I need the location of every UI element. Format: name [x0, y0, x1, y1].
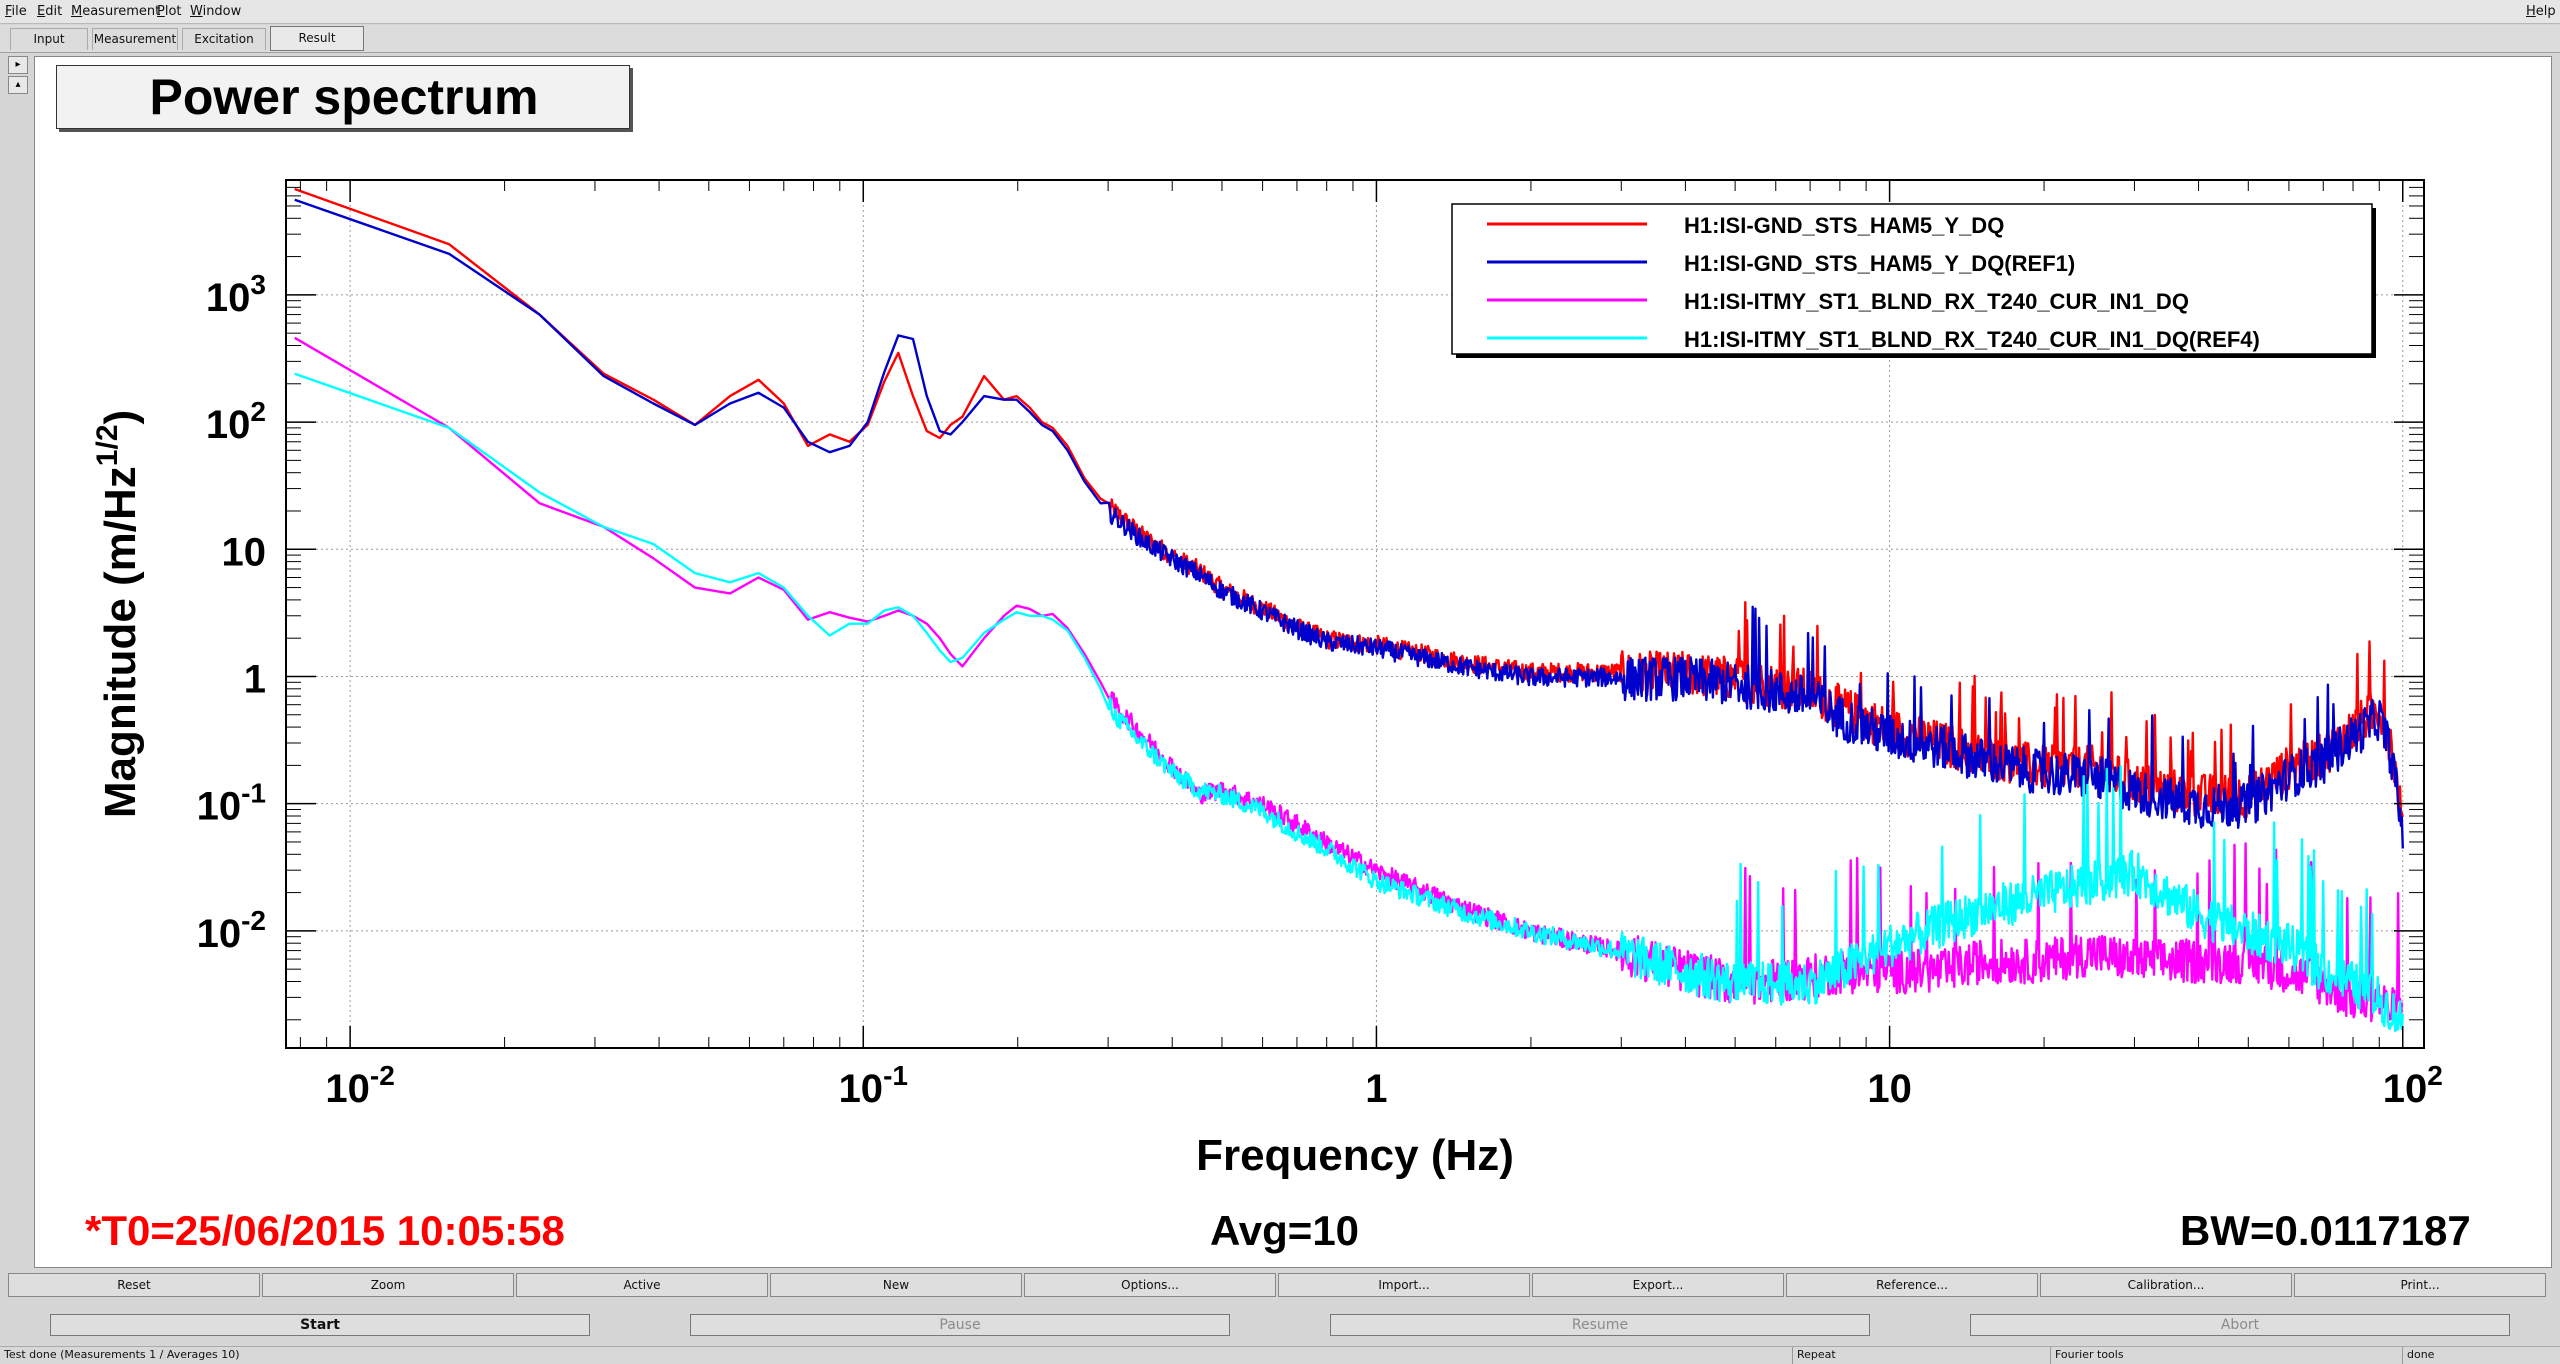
- expand-arrow-icon[interactable]: ▸: [8, 56, 28, 74]
- power-spectrum-chart[interactable]: 10-2 10-1 1 10 102 10-2 10-1 1 10 102 103 Frequency…: [35, 57, 2551, 1267]
- active-button[interactable]: Active: [516, 1273, 768, 1297]
- y-tick-label: 103: [206, 269, 266, 320]
- legend-box: [1451, 203, 2373, 355]
- menu-measurement[interactable]: Measurement: [71, 4, 161, 19]
- tab-excitation[interactable]: Excitation: [182, 28, 266, 50]
- plot-toolbar: Reset Zoom Active New Options... Import.…: [8, 1273, 2552, 1297]
- y-tick-label: 102: [206, 396, 266, 447]
- y-tick-label: 10: [222, 530, 267, 574]
- collapse-arrow-icon[interactable]: ▴: [8, 76, 28, 94]
- reset-button[interactable]: Reset: [8, 1273, 260, 1297]
- average-count: Avg=10: [1210, 1207, 1360, 1254]
- legend-label: H1:ISI-ITMY_ST1_BLND_RX_T240_CUR_IN1_DQ: [1684, 289, 2189, 314]
- tab-bar: Input Measurement Excitation Result: [0, 25, 2560, 53]
- menu-edit[interactable]: Edit: [37, 4, 63, 19]
- status-tools: Fourier tools: [2050, 1347, 2400, 1364]
- zoom-button[interactable]: Zoom: [262, 1273, 514, 1297]
- y-tick-label: 10-1: [197, 778, 266, 829]
- plot-frame: [285, 179, 2425, 1049]
- x-axis-title: Frequency (Hz): [1196, 1131, 1514, 1180]
- reference-button[interactable]: Reference...: [1786, 1273, 2038, 1297]
- bandwidth-readout: BW=0.0117187: [2180, 1207, 2471, 1254]
- tab-result[interactable]: Result: [270, 26, 364, 51]
- resume-button[interactable]: Resume: [1330, 1314, 1870, 1336]
- legend-label: H1:ISI-ITMY_ST1_BLND_RX_T240_CUR_IN1_DQ(…: [1684, 327, 2260, 352]
- menu-window[interactable]: Window: [190, 4, 242, 19]
- calibration-button[interactable]: Calibration...: [2040, 1273, 2292, 1297]
- print-button[interactable]: Print...: [2294, 1273, 2546, 1297]
- plot-title-box: Power spectrum: [56, 65, 630, 129]
- menu-file[interactable]: File: [5, 4, 27, 19]
- legend-label: H1:ISI-GND_STS_HAM5_Y_DQ(REF1): [1684, 251, 2075, 276]
- x-tick-label: 10-1: [839, 1060, 908, 1111]
- pad-selector: ▸ ▴: [8, 56, 30, 96]
- start-button[interactable]: Start: [50, 1314, 590, 1336]
- export-button[interactable]: Export...: [1532, 1273, 1784, 1297]
- options-button[interactable]: Options...: [1024, 1273, 1276, 1297]
- menu-plot[interactable]: Plot: [157, 4, 182, 19]
- plot-pane[interactable]: 10-2 10-1 1 10 102 10-2 10-1 1 10 102 103 Frequency…: [34, 56, 2552, 1268]
- x-tick-label: 1: [1365, 1067, 1387, 1111]
- t0-timestamp: *T0=25/06/2015 10:05:58: [85, 1207, 565, 1254]
- x-tick-label: 102: [2383, 1060, 2443, 1111]
- x-tick-label: 10-2: [325, 1060, 394, 1111]
- status-message: Test done (Measurements 1 / Averages 10): [4, 1348, 240, 1361]
- tab-input[interactable]: Input: [10, 28, 88, 50]
- tab-measurement[interactable]: Measurement: [92, 28, 178, 50]
- series-line: [294, 336, 2404, 1032]
- y-axis-title: Magnitude (m/Hz1/2): [91, 410, 145, 818]
- pause-button[interactable]: Pause: [690, 1314, 1230, 1336]
- menu-bar: File Edit Measurement Plot Window Help: [0, 0, 2560, 24]
- y-tick-label: 10-2: [197, 905, 266, 956]
- plot-title: Power spectrum: [149, 69, 539, 125]
- series-line: [294, 198, 2404, 849]
- abort-button[interactable]: Abort: [1970, 1314, 2510, 1336]
- legend-label: H1:ISI-GND_STS_HAM5_Y_DQ: [1684, 213, 2004, 238]
- x-tick-label: 10: [1867, 1067, 1912, 1111]
- new-button[interactable]: New: [770, 1273, 1022, 1297]
- run-control-bar: Start Pause Resume Abort: [0, 1306, 2560, 1342]
- menu-help[interactable]: Help: [2526, 4, 2556, 19]
- status-bar: Test done (Measurements 1 / Averages 10)…: [0, 1346, 2560, 1364]
- y-tick-label: 1: [244, 657, 266, 701]
- status-state: done: [2402, 1347, 2560, 1364]
- series-line: [294, 372, 2404, 1032]
- import-button[interactable]: Import...: [1278, 1273, 1530, 1297]
- status-repeat: Repeat: [1792, 1347, 2048, 1364]
